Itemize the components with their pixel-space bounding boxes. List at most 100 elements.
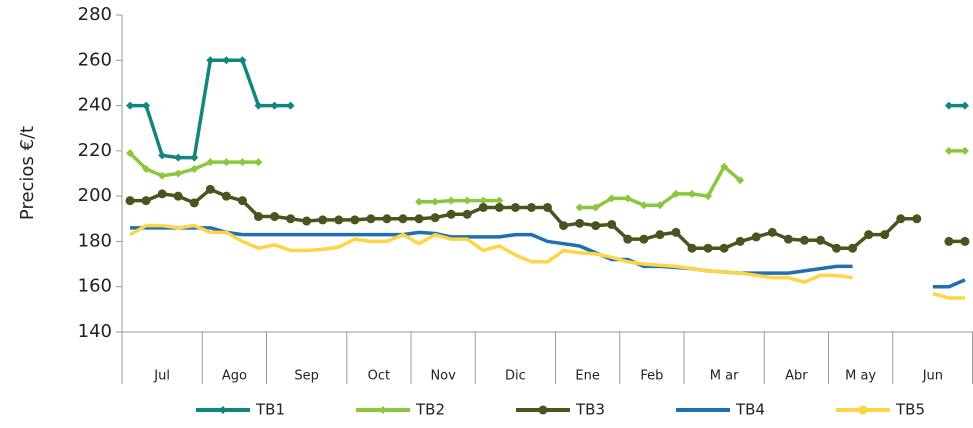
marker — [864, 230, 874, 240]
marker — [703, 243, 713, 253]
marker — [446, 209, 456, 219]
marker — [141, 196, 151, 206]
marker — [736, 176, 745, 185]
marker — [190, 164, 199, 173]
marker — [687, 243, 697, 253]
y-tick-label: 180 — [78, 230, 112, 251]
marker — [254, 158, 263, 167]
y-tick-label: 140 — [78, 321, 112, 342]
marker — [655, 201, 664, 210]
marker — [237, 196, 247, 206]
marker — [751, 232, 761, 242]
marker — [591, 203, 600, 212]
legend-label: TB4 — [735, 401, 765, 419]
marker — [880, 230, 890, 240]
marker — [607, 219, 617, 229]
marker — [591, 221, 601, 231]
marker — [815, 235, 825, 245]
x-tick-label: M ar — [710, 369, 739, 384]
marker — [639, 234, 649, 244]
marker — [783, 234, 793, 244]
marker — [238, 158, 247, 167]
marker — [206, 56, 215, 65]
marker — [688, 189, 697, 198]
marker — [799, 235, 809, 245]
legend-marker — [219, 406, 227, 414]
marker — [960, 146, 969, 155]
marker — [414, 214, 424, 224]
marker — [415, 197, 424, 206]
y-tick-label: 260 — [78, 49, 112, 70]
marker — [960, 236, 970, 246]
x-tick-label: Oct — [368, 369, 390, 384]
marker — [190, 153, 199, 162]
marker — [174, 153, 183, 162]
marker — [494, 202, 504, 212]
x-tick-label: Dic — [505, 369, 526, 384]
marker — [334, 215, 344, 225]
y-tick-label: 160 — [78, 276, 112, 297]
marker — [896, 214, 906, 224]
marker — [286, 101, 295, 110]
marker — [912, 214, 922, 224]
marker — [173, 191, 183, 201]
marker — [205, 184, 215, 194]
marker — [944, 146, 953, 155]
marker — [671, 189, 680, 198]
marker — [254, 101, 263, 110]
marker — [158, 171, 167, 180]
marker — [350, 215, 360, 225]
marker — [157, 189, 167, 199]
series-line — [128, 149, 965, 210]
marker — [462, 209, 472, 219]
x-tick-label: M ay — [845, 369, 876, 384]
marker — [704, 192, 713, 201]
marker — [832, 243, 842, 253]
marker — [431, 197, 440, 206]
legend-label: TB2 — [415, 401, 445, 419]
x-tick-label: Ene — [575, 369, 599, 384]
marker — [655, 230, 665, 240]
marker — [382, 214, 392, 224]
marker — [960, 101, 969, 110]
marker — [510, 202, 520, 212]
series-line — [129, 223, 965, 300]
series-line — [130, 226, 966, 289]
y-tick-label: 220 — [78, 140, 112, 161]
marker — [189, 198, 199, 208]
x-tick-label: Ago — [222, 369, 247, 384]
marker — [623, 234, 633, 244]
marker — [318, 215, 328, 225]
y-tick-label: 240 — [78, 95, 112, 116]
marker — [398, 214, 408, 224]
marker — [478, 202, 488, 212]
marker — [575, 203, 584, 212]
marker — [221, 191, 231, 201]
x-tick-label: Sep — [294, 369, 319, 384]
marker — [125, 196, 135, 206]
marker — [174, 169, 183, 178]
marker — [126, 149, 135, 158]
marker — [222, 158, 231, 167]
marker — [623, 194, 632, 203]
marker — [495, 196, 504, 205]
legend-label: TB1 — [255, 401, 285, 419]
y-tick-label: 200 — [78, 185, 112, 206]
marker — [848, 243, 858, 253]
y-tick-label: 280 — [78, 4, 112, 25]
marker — [719, 243, 729, 253]
x-tick-label: Jul — [153, 369, 170, 384]
y-axis-title: Precios €/t — [17, 126, 38, 220]
legend-marker — [538, 405, 548, 415]
marker — [735, 236, 745, 246]
marker — [253, 212, 263, 222]
marker — [767, 227, 777, 237]
marker — [158, 151, 167, 160]
x-tick-label: Feb — [640, 369, 663, 384]
legend-marker — [379, 406, 387, 414]
marker — [238, 56, 247, 65]
legend-label: TB3 — [575, 401, 605, 419]
marker — [447, 196, 456, 205]
marker — [270, 101, 279, 110]
